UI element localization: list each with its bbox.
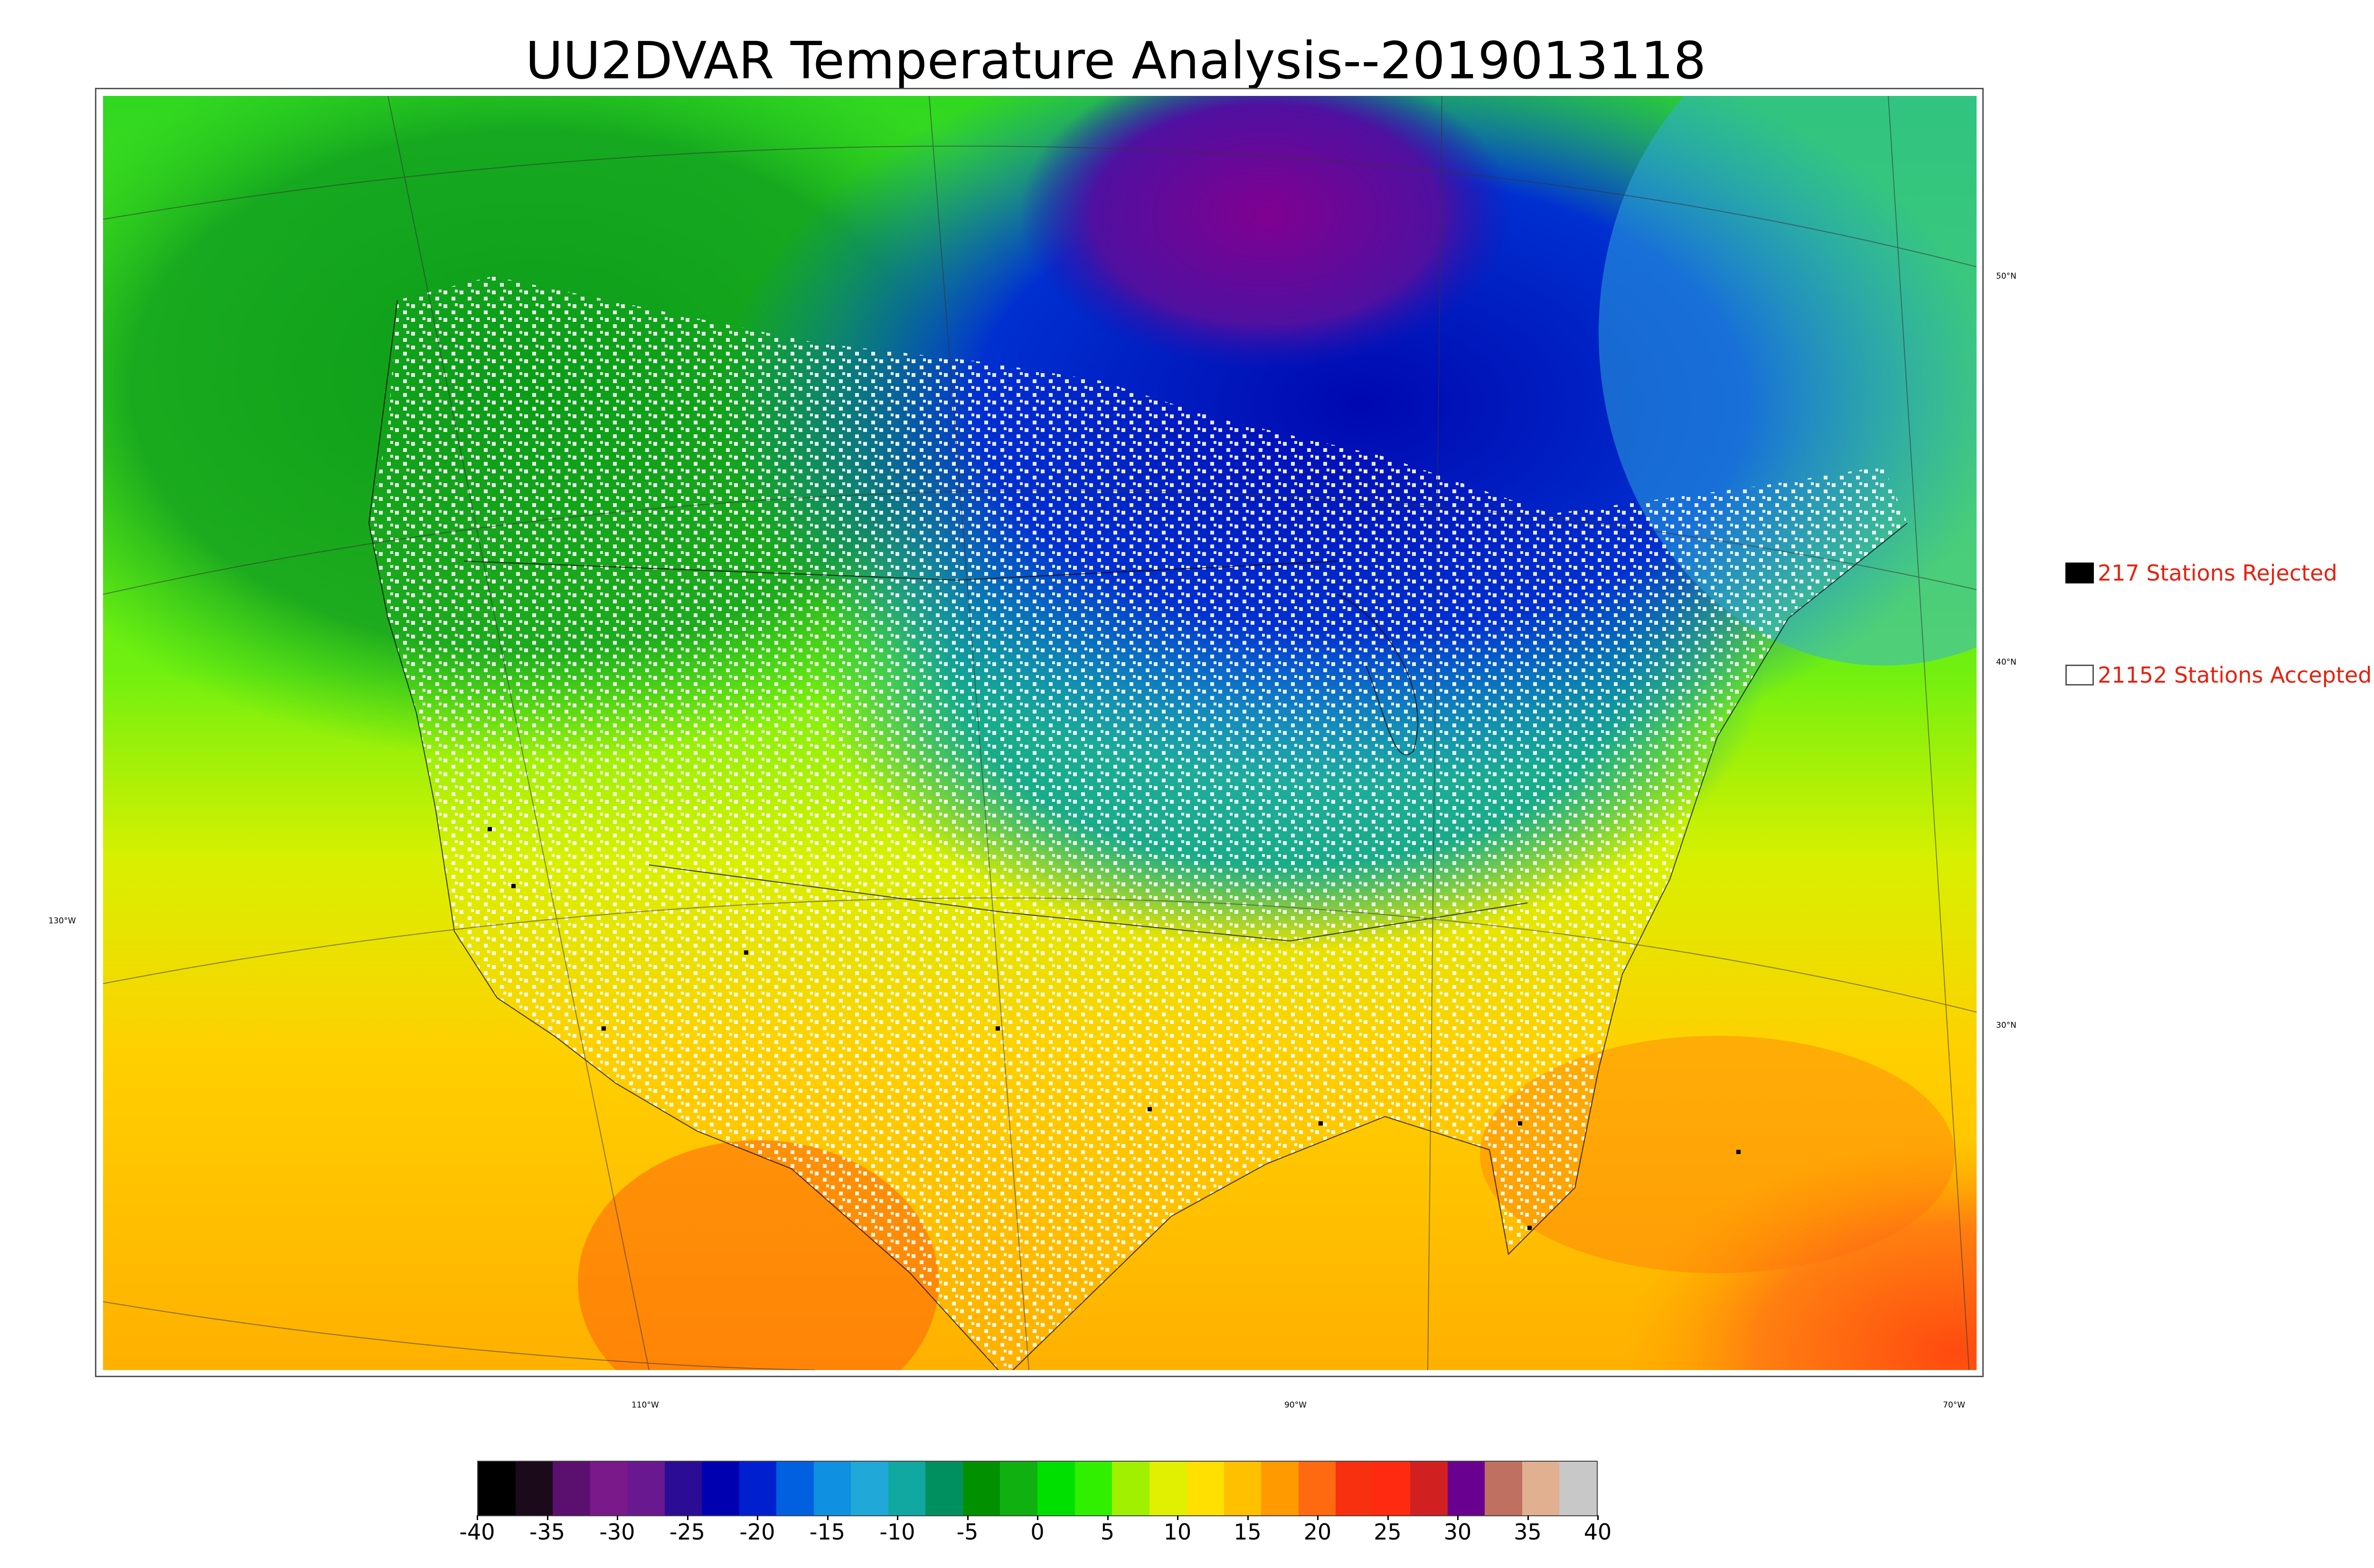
colorbar-segment <box>1522 1462 1562 1515</box>
colorbar-tick <box>1317 1515 1319 1520</box>
colorbar-tick <box>546 1515 548 1520</box>
colorbar-tick <box>617 1515 618 1520</box>
colorbar-tick <box>1247 1515 1249 1520</box>
lon-label-90w: 90°W <box>1284 1400 1307 1410</box>
lat-label-40n: 40°N <box>1996 657 2016 667</box>
colorbar-segment <box>1336 1462 1375 1515</box>
colorbar-tick <box>477 1515 478 1520</box>
lat-label-50n: 50°N <box>1996 272 2016 281</box>
rejected-label: 217 Stations Rejected <box>2098 560 2337 586</box>
colorbar-tick-label: 40 <box>1583 1519 1612 1545</box>
colorbar-tick <box>1107 1515 1109 1520</box>
colorbar-tick <box>827 1515 829 1520</box>
colorbar-segment <box>776 1462 816 1515</box>
colorbar-segment <box>627 1462 667 1515</box>
colorbar-segment <box>1447 1462 1488 1515</box>
colorbar-tick-label: -5 <box>956 1519 979 1545</box>
colorbar-tick <box>1457 1515 1459 1520</box>
colorbar-tick-label: 35 <box>1514 1519 1542 1545</box>
colorbar-segment <box>1112 1462 1152 1515</box>
colorbar-segment <box>739 1462 779 1515</box>
temperature-colorbar <box>477 1461 1598 1516</box>
lon-label-130w: 130°W <box>48 916 76 926</box>
colorbar-tick-label: 0 <box>1030 1519 1045 1545</box>
colorbar-segment <box>925 1462 965 1515</box>
legend-accepted: 21152 Stations Accepted <box>2065 662 2372 688</box>
colorbar-tick-label: -15 <box>809 1519 846 1545</box>
colorbar-tick-label: 10 <box>1163 1519 1192 1545</box>
colorbar-segment <box>1261 1462 1301 1515</box>
colorbar-tick-label: 15 <box>1234 1519 1262 1545</box>
colorbar-segment <box>1559 1462 1597 1515</box>
colorbar-tick <box>1177 1515 1178 1520</box>
colorbar-segment <box>1037 1462 1077 1515</box>
colorbar-tick <box>1527 1515 1529 1520</box>
colorbar-segment <box>851 1462 891 1515</box>
colorbar-segment <box>1485 1462 1525 1515</box>
colorbar-segment <box>664 1462 704 1515</box>
colorbar-segment <box>1224 1462 1263 1515</box>
colorbar-tick <box>967 1515 969 1520</box>
colorbar-segment <box>1187 1462 1226 1515</box>
colorbar-segment <box>702 1462 742 1515</box>
map-panel <box>95 88 1984 1377</box>
colorbar-segment <box>478 1462 518 1515</box>
colorbar-tick <box>687 1515 688 1520</box>
accepted-swatch <box>2065 665 2094 685</box>
colorbar-segment <box>590 1462 630 1515</box>
lon-label-110w: 110°W <box>631 1400 659 1410</box>
colorbar-tick-label: -10 <box>879 1519 915 1545</box>
map-title: UU2DVAR Temperature Analysis--2019013118 <box>525 31 1706 91</box>
colorbar-tick <box>1037 1515 1038 1520</box>
lon-label-70w: 70°W <box>1943 1400 1965 1410</box>
colorbar-tick-label: 20 <box>1303 1519 1332 1545</box>
colorbar-segment <box>1298 1462 1338 1515</box>
colorbar-tick-label: 30 <box>1443 1519 1472 1545</box>
colorbar-tick-label: 5 <box>1100 1519 1115 1545</box>
accepted-label: 21152 Stations Accepted <box>2098 662 2372 688</box>
colorbar-segment <box>553 1462 593 1515</box>
colorbar-tick <box>897 1515 898 1520</box>
colorbar-tick-label: -25 <box>669 1519 706 1545</box>
colorbar-tick <box>1597 1515 1599 1520</box>
colorbar-tick-label: -20 <box>739 1519 775 1545</box>
colorbar-tick-label: -40 <box>459 1519 495 1545</box>
legend-rejected: 217 Stations Rejected <box>2065 560 2337 586</box>
colorbar-tick-label: -30 <box>599 1519 635 1545</box>
lat-label-30n: 30°N <box>1996 1021 2016 1030</box>
colorbar-segment <box>962 1462 1003 1515</box>
colorbar-segment <box>1000 1462 1040 1515</box>
colorbar-segment <box>1373 1462 1413 1515</box>
colorbar-segment <box>1074 1462 1114 1515</box>
colorbar-tick-label: 25 <box>1374 1519 1402 1545</box>
colorbar-segment <box>888 1462 928 1515</box>
colorbar-segment <box>515 1462 555 1515</box>
rejected-swatch <box>2065 563 2094 583</box>
colorbar-segment <box>813 1462 854 1515</box>
colorbar-tick <box>1387 1515 1389 1520</box>
colorbar-tick <box>757 1515 758 1520</box>
colorbar-segment <box>1149 1462 1189 1515</box>
temperature-map <box>103 96 1977 1370</box>
colorbar-segment <box>1410 1462 1450 1515</box>
colorbar-tick-label: -35 <box>529 1519 565 1545</box>
